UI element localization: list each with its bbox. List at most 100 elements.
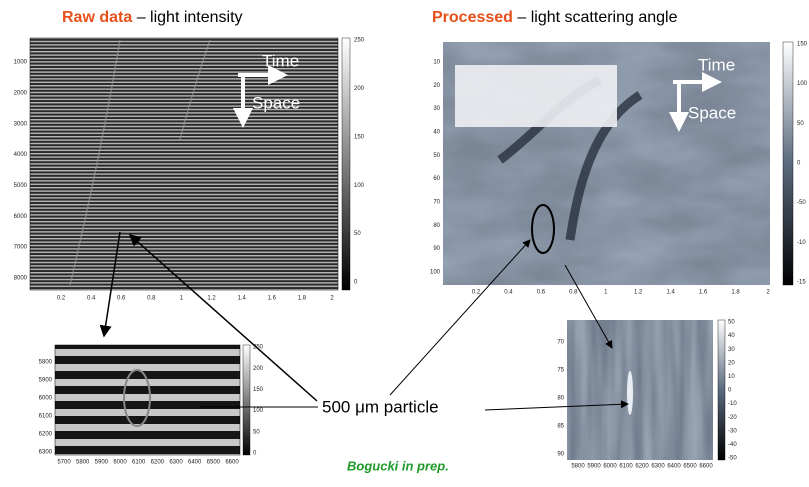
inset-image: [54, 344, 241, 456]
x-tick-label: 6500: [683, 464, 697, 470]
x-tick-label: 2: [330, 296, 334, 302]
y-tick-label: 80: [557, 396, 564, 402]
x-tick-label: 0.6: [117, 296, 126, 302]
title-right: Processed – light scattering angle: [432, 9, 678, 26]
x-tick-label: 5900: [95, 460, 109, 466]
y-tick-label: 30: [728, 347, 735, 353]
x-tick-label: 0.2: [57, 296, 66, 302]
title-rest: – light intensity: [132, 9, 242, 26]
x-tick-label: 5700: [57, 460, 71, 466]
y-tick-label: 200: [253, 366, 264, 372]
x-tick-label: 6300: [651, 464, 665, 470]
x-tick-label: 1.2: [207, 296, 216, 302]
y-tick-label: 85: [557, 424, 564, 430]
credit: Bogucki in prep.: [347, 458, 449, 473]
x-tick-label: 6400: [667, 464, 681, 470]
y-tick-label: 75: [557, 368, 564, 374]
x-tick-label: 0.4: [87, 296, 96, 302]
y-tick-label: 6300: [39, 450, 53, 456]
y-tick-label: 10: [433, 60, 440, 66]
x-tick-label: 1: [180, 296, 184, 302]
y-tick-label: 100: [797, 81, 808, 87]
x-tick-label: 6600: [225, 460, 239, 466]
title-left: Raw data – light intensity: [62, 9, 243, 26]
y-tick-label: 3000: [14, 121, 28, 127]
x-tick-label: 6100: [619, 464, 633, 470]
y-tick-label: 40: [433, 130, 440, 136]
y-tick-label: 150: [253, 387, 264, 393]
y-tick-label: 70: [557, 340, 564, 346]
y-tick-label: 0: [797, 161, 801, 167]
annotation: 500 μm particle: [322, 397, 439, 416]
x-tick-label: 6300: [169, 460, 183, 466]
x-tick-label: 6400: [188, 460, 202, 466]
y-tick-label: 50: [797, 121, 804, 127]
x-tick-label: 6000: [113, 460, 127, 466]
overlay-time: Time: [698, 55, 735, 74]
y-tick-label: 250: [253, 345, 264, 351]
y-tick-label: 6000: [14, 214, 28, 220]
y-tick-label: 100: [253, 408, 264, 414]
y-tick-label: 50: [253, 429, 260, 435]
x-tick-label: 0.4: [504, 290, 513, 296]
y-tick-label: 70: [433, 200, 440, 206]
y-tick-label: 30: [433, 106, 440, 112]
y-tick-label: 8000: [14, 276, 28, 282]
x-tick-label: 1.8: [298, 296, 307, 302]
y-tick-label: 150: [797, 42, 808, 48]
raw-image: [29, 37, 339, 291]
x-tick-label: 6000: [603, 464, 617, 470]
y-tick-label: -30: [728, 428, 737, 434]
colorbar: [717, 319, 726, 461]
x-tick-label: 0.6: [537, 290, 546, 296]
y-tick-label: -50: [797, 200, 806, 206]
x-tick-label: 1.6: [268, 296, 277, 302]
colorbar: [341, 37, 351, 291]
x-tick-label: 5800: [76, 460, 90, 466]
title-highlight: Processed: [432, 9, 513, 26]
x-tick-label: 1.4: [237, 296, 246, 302]
y-tick-label: 50: [433, 153, 440, 159]
y-tick-label: 1000: [14, 60, 28, 66]
colorbar: [782, 41, 794, 286]
x-tick-label: 6100: [132, 460, 146, 466]
y-tick-label: -20: [728, 415, 737, 421]
y-tick-label: 5800: [39, 360, 53, 366]
title-highlight: Raw data: [62, 9, 132, 26]
y-tick-label: 50: [728, 320, 735, 326]
y-tick-label: 0: [253, 451, 257, 457]
y-tick-label: 90: [557, 452, 564, 458]
x-tick-label: 5800: [571, 464, 585, 470]
y-tick-label: 6000: [39, 396, 53, 402]
x-tick-label: 6200: [151, 460, 165, 466]
y-tick-label: -15: [797, 280, 806, 286]
inset-image: [567, 320, 713, 460]
y-tick-label: 100: [354, 183, 365, 189]
x-tick-label: 5900: [587, 464, 601, 470]
x-tick-label: 6500: [207, 460, 221, 466]
y-tick-label: -40: [728, 442, 737, 448]
y-tick-label: 6100: [39, 414, 53, 420]
y-tick-label: 60: [433, 176, 440, 182]
x-tick-label: 1.2: [634, 290, 643, 296]
y-tick-label: 7000: [14, 245, 28, 251]
y-tick-label: 20: [433, 83, 440, 89]
y-tick-label: 6200: [39, 432, 53, 438]
x-tick-label: 0.8: [569, 290, 578, 296]
colorbar: [242, 344, 251, 456]
x-tick-label: 1.4: [666, 290, 675, 296]
y-tick-label: 200: [354, 86, 365, 92]
y-tick-label: -50: [728, 456, 737, 462]
y-tick-label: 150: [354, 134, 365, 140]
y-tick-label: 50: [354, 231, 361, 237]
y-tick-label: 80: [433, 223, 440, 229]
overlay-space: Space: [688, 103, 736, 122]
y-tick-label: 90: [433, 246, 440, 252]
x-tick-label: 0.8: [147, 296, 156, 302]
overlay-time: Time: [262, 51, 299, 70]
y-tick-label: 20: [728, 360, 735, 366]
x-tick-label: 0.2: [472, 290, 481, 296]
y-tick-label: 10: [728, 374, 735, 380]
overlay-space: Space: [252, 93, 300, 112]
